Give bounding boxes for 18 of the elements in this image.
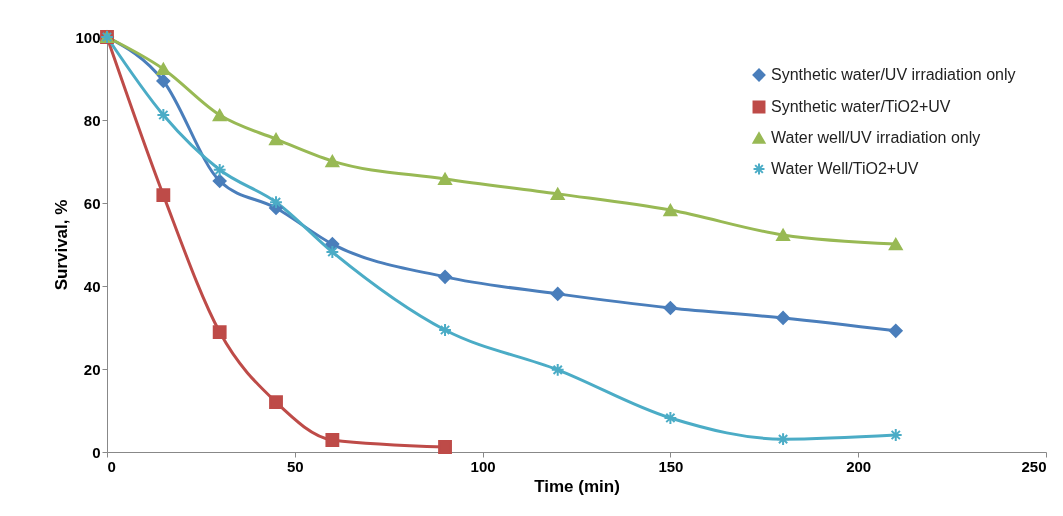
- x-tick-label: 50: [286, 457, 304, 475]
- legend-label: Water Well/TiO2+UV: [771, 160, 919, 177]
- x-tick-label: 150: [658, 457, 684, 475]
- legend-label: Synthetic water/UV irradiation only: [771, 66, 1016, 83]
- y-tick-label: 100: [75, 28, 101, 46]
- x-axis-title: Time (min): [534, 476, 620, 496]
- x-tick-label: 100: [470, 457, 496, 475]
- y-tick-label: 0: [92, 443, 101, 461]
- y-tick-label: 20: [83, 360, 101, 378]
- x-tick-label: 250: [1021, 457, 1047, 475]
- legend-label: Synthetic water/TiO2+UV: [771, 98, 951, 115]
- y-axis-title: Survival, %: [52, 199, 72, 291]
- y-tick-label: 80: [83, 111, 101, 129]
- legend-label: Water well/UV irradiation only: [771, 129, 981, 146]
- y-tick-label: 60: [83, 194, 101, 212]
- x-tick-label: 0: [107, 457, 116, 475]
- x-tick-label: 200: [846, 457, 872, 475]
- y-tick-label: 40: [83, 277, 101, 295]
